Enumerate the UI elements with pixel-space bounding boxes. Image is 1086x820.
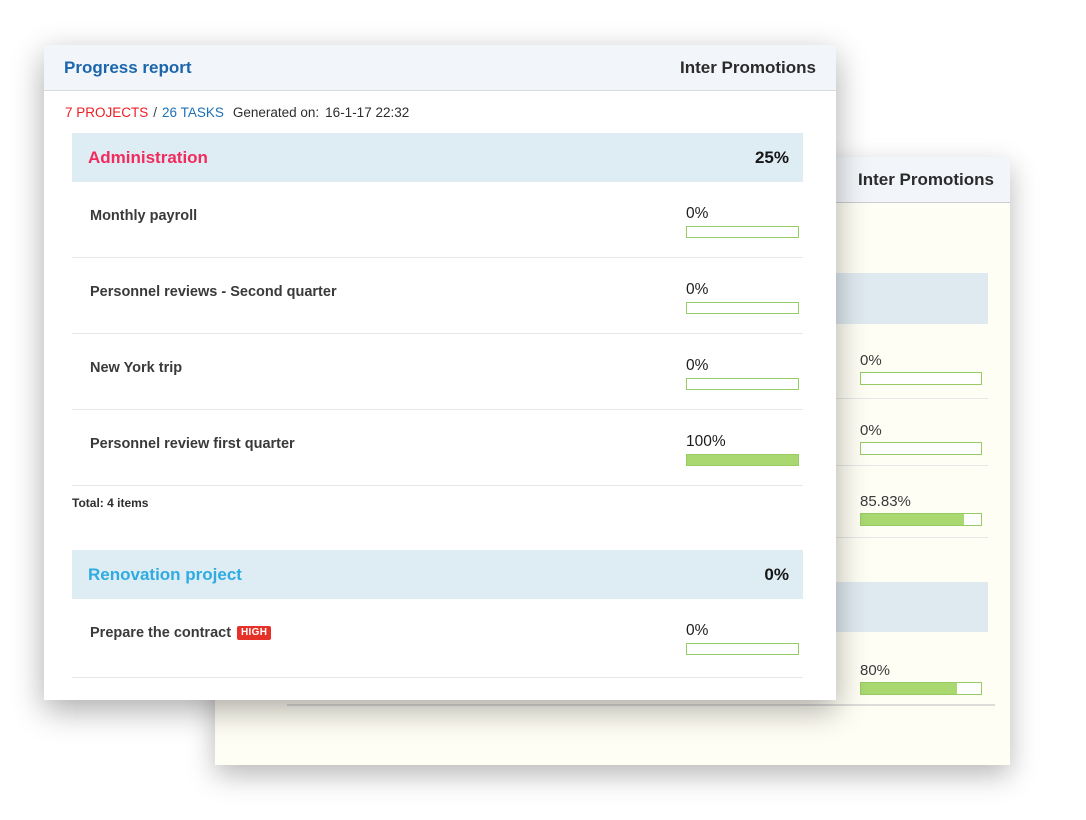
- report-body: Administration 25% Monthly payroll 0% Pe…: [44, 133, 836, 678]
- section-total: Total: 4 items: [72, 496, 149, 510]
- progress-bar: [686, 226, 799, 238]
- back-footer-divider: [287, 704, 995, 706]
- task-percent: 0%: [686, 357, 709, 374]
- projects-count-link[interactable]: 7 PROJECTS: [65, 105, 149, 120]
- task-row: Monthly payroll 0%: [72, 182, 803, 258]
- progress-bar: [860, 442, 982, 455]
- task-name: Personnel reviews - Second quarter: [90, 284, 337, 300]
- progress-bar: [860, 372, 982, 385]
- task-percent: 0%: [686, 281, 709, 298]
- task-name: Prepare the contract HIGH: [90, 625, 272, 641]
- page-title: Progress report: [64, 57, 192, 77]
- task-progress: 100%: [686, 433, 799, 466]
- back-task-progress: 0%: [860, 352, 982, 385]
- priority-badge-high: HIGH: [237, 626, 272, 640]
- back-task-progress: 85.83%: [860, 493, 982, 526]
- task-progress: 0%: [686, 622, 799, 655]
- progress-bar: [686, 454, 799, 466]
- section-percent: 25%: [754, 147, 789, 167]
- company-name: Inter Promotions: [679, 57, 816, 77]
- back-task-progress: 0%: [860, 422, 982, 455]
- back-task-percent: 0%: [860, 422, 882, 439]
- report-header: Progress report Inter Promotions: [44, 45, 836, 91]
- back-company-name: Inter Promotions: [857, 169, 994, 189]
- progress-bar: [686, 302, 799, 314]
- task-name-text: Prepare the contract: [90, 625, 232, 641]
- task-name: New York trip: [90, 360, 183, 376]
- task-name: Monthly payroll: [90, 208, 198, 224]
- task-percent: 0%: [686, 205, 709, 222]
- back-task-progress: 80%: [860, 662, 982, 695]
- generated-on-value: 16-1-17 22:32: [325, 105, 410, 120]
- task-row: New York trip 0%: [72, 334, 803, 410]
- meta-separator: /: [153, 105, 158, 120]
- task-row: Prepare the contract HIGH 0%: [72, 599, 803, 678]
- task-progress: 0%: [686, 281, 799, 314]
- task-progress: 0%: [686, 357, 799, 390]
- task-row: Personnel review first quarter 100%: [72, 410, 803, 486]
- progress-bar: [686, 378, 799, 390]
- task-progress: 0%: [686, 205, 799, 238]
- back-task-percent: 85.83%: [860, 493, 911, 510]
- section-header-administration: Administration 25%: [72, 133, 803, 182]
- progress-bar: [686, 643, 799, 655]
- progress-report-card: Progress report Inter Promotions 7 PROJE…: [44, 45, 836, 700]
- back-task-percent: 80%: [860, 662, 891, 679]
- generated-on-label: Generated on:: [232, 105, 320, 120]
- task-name: Personnel review first quarter: [90, 436, 295, 452]
- section-name: Administration: [88, 147, 208, 167]
- task-percent: 0%: [686, 622, 709, 639]
- section-header-renovation: Renovation project 0%: [72, 550, 803, 599]
- section-name: Renovation project: [88, 564, 242, 584]
- task-row: Personnel reviews - Second quarter 0%: [72, 258, 803, 334]
- section-percent: 0%: [764, 564, 789, 584]
- back-task-percent: 0%: [860, 352, 882, 369]
- progress-bar: [860, 513, 982, 526]
- task-percent: 100%: [686, 433, 726, 450]
- report-meta: 7 PROJECTS / 26 TASKS Generated on: 16-1-17 …: [44, 91, 836, 120]
- tasks-count-link[interactable]: 26 TASKS: [162, 105, 224, 120]
- progress-bar: [860, 682, 982, 695]
